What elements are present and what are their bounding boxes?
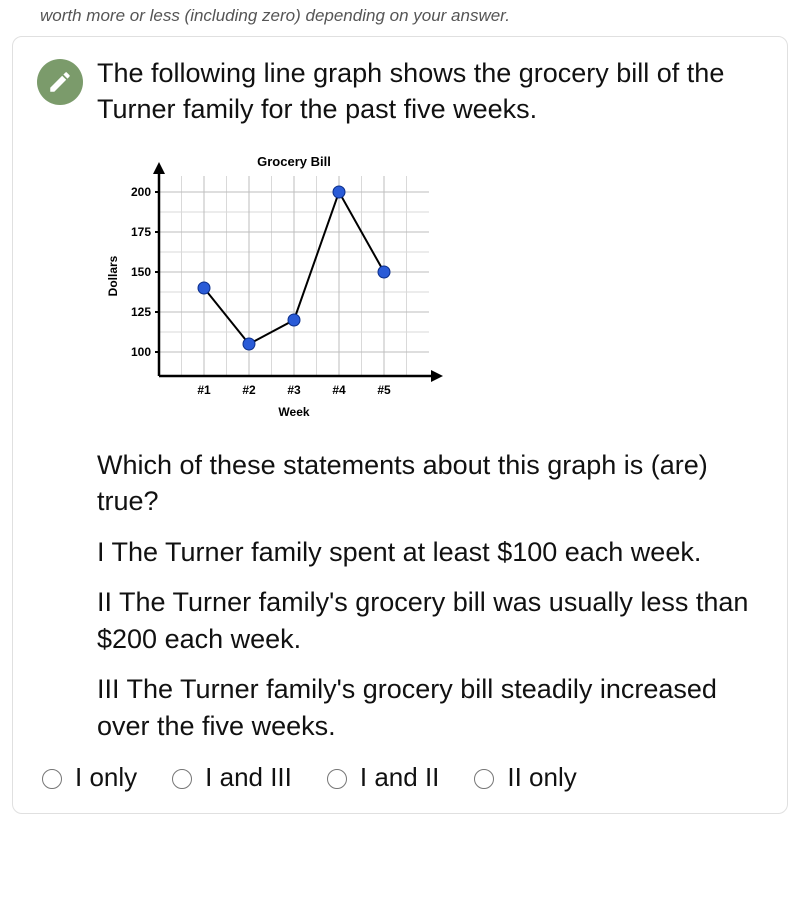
- option-c[interactable]: I and II: [322, 762, 440, 793]
- option-c-radio[interactable]: [327, 769, 347, 789]
- grocery-chart: 100 125 150 175 200 #1 #2 #3 #4 #5 Grocery Bill Wee…: [97, 148, 763, 433]
- statement-3: III The Turner family's grocery bill ste…: [97, 671, 763, 744]
- svg-text:#2: #2: [242, 383, 256, 397]
- svg-text:175: 175: [131, 225, 151, 239]
- option-d[interactable]: II only: [469, 762, 576, 793]
- question-card: The following line graph shows the groce…: [12, 36, 788, 814]
- option-c-label: I and II: [360, 762, 440, 793]
- question-intro: The following line graph shows the groce…: [97, 55, 763, 128]
- option-b-radio[interactable]: [172, 769, 192, 789]
- option-d-radio[interactable]: [474, 769, 494, 789]
- option-b[interactable]: I and III: [167, 762, 292, 793]
- statement-2: II The Turner family's grocery bill was …: [97, 584, 763, 657]
- scoring-note: worth more or less (including zero) depe…: [0, 0, 800, 36]
- svg-text:#5: #5: [377, 383, 391, 397]
- option-a-label: I only: [75, 762, 137, 793]
- option-b-label: I and III: [205, 762, 292, 793]
- svg-text:100: 100: [131, 345, 151, 359]
- svg-text:Grocery Bill: Grocery Bill: [257, 154, 331, 169]
- pencil-icon: [37, 59, 83, 105]
- option-a-radio[interactable]: [42, 769, 62, 789]
- option-d-label: II only: [507, 762, 576, 793]
- svg-text:#4: #4: [332, 383, 346, 397]
- option-a[interactable]: I only: [37, 762, 137, 793]
- svg-text:Week: Week: [278, 405, 309, 419]
- answer-options: I only I and III I and II II only: [37, 762, 763, 793]
- question-prompt: Which of these statements about this gra…: [97, 447, 763, 520]
- svg-text:#3: #3: [287, 383, 301, 397]
- statement-1: I The Turner family spent at least $100 …: [97, 534, 763, 570]
- svg-text:#1: #1: [197, 383, 211, 397]
- svg-text:150: 150: [131, 265, 151, 279]
- svg-text:200: 200: [131, 185, 151, 199]
- svg-text:125: 125: [131, 305, 151, 319]
- svg-text:Dollars: Dollars: [106, 255, 120, 296]
